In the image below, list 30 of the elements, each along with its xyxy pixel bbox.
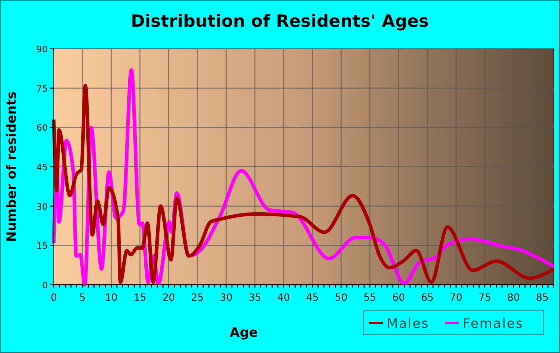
x-tick-label: 0 — [50, 293, 58, 304]
y-tick-label: 75 — [36, 84, 48, 95]
y-tick-label: 90 — [36, 46, 48, 56]
y-tick-label: 30 — [36, 202, 48, 213]
x-tick-label: 75 — [478, 293, 492, 304]
x-tick-label: 65 — [421, 293, 434, 304]
x-tick-label: 70 — [450, 293, 463, 304]
x-tick-label: 55 — [364, 293, 376, 304]
x-tick-label: 20 — [162, 293, 176, 304]
x-tick-label: 85 — [536, 293, 549, 304]
legend-label: Females — [463, 317, 524, 332]
x-tick-label: 45 — [306, 293, 319, 304]
x-axis-title: Age — [230, 326, 258, 341]
legend-label: Males — [387, 317, 430, 332]
x-tick-label: 25 — [191, 293, 204, 304]
x-tick-label: 40 — [278, 293, 290, 304]
y-tick-label: 45 — [36, 164, 48, 174]
chart-title: Distribution of Residents' Ages — [130, 12, 430, 32]
x-tick-label: 80 — [507, 293, 520, 304]
x-tick-label: 30 — [220, 293, 233, 304]
y-tick-label: 15 — [36, 242, 48, 252]
x-tick-label: 5 — [80, 293, 86, 304]
y-tick-label: 60 — [36, 124, 48, 134]
x-tick-label: 10 — [105, 293, 118, 304]
y-tick-label: 0 — [42, 282, 48, 292]
x-tick-label: 15 — [134, 293, 147, 304]
x-tick-label: 50 — [334, 293, 348, 304]
x-tick-label: 35 — [248, 293, 262, 304]
y-axis-title: Number of residents — [5, 91, 20, 242]
x-tick-label: 60 — [392, 293, 406, 304]
